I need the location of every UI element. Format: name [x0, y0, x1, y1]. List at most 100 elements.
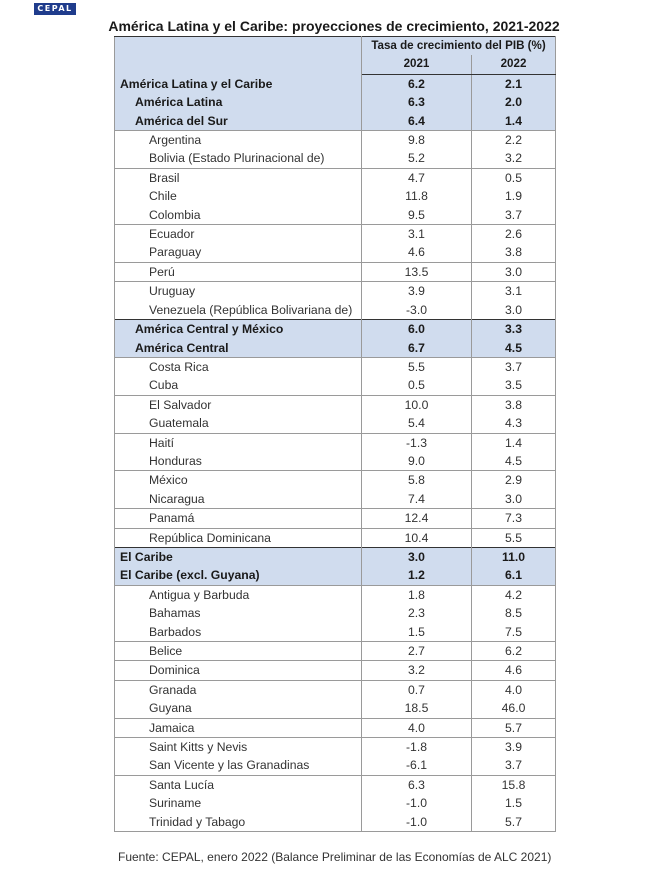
value-2021: 2.3 [361, 604, 472, 623]
row-name: América Central y México [114, 319, 362, 339]
value-2022: 3.1 [470, 281, 557, 301]
value-2022: 11.0 [470, 546, 557, 567]
value-2021: 3.2 [361, 660, 472, 681]
value-2021: 3.0 [361, 546, 472, 567]
value-2021: 9.5 [361, 205, 472, 225]
value-2022: 6.1 [470, 566, 557, 586]
value-2022: 3.7 [470, 205, 557, 225]
value-2021: 1.5 [361, 622, 472, 642]
country-row: Haití -1.3 1.4 [114, 432, 557, 452]
row-name: República Dominicana [114, 527, 362, 548]
value-2022: 3.3 [470, 319, 557, 339]
value-2022: 0.5 [470, 167, 557, 188]
row-name: Bahamas [114, 604, 362, 623]
region-row: El Caribe (excl. Guyana) 1.2 6.1 [114, 566, 557, 586]
row-name: Trinidad y Tabago [114, 812, 362, 833]
row-name: Nicaragua [114, 489, 362, 509]
country-row: Bolivia (Estado Plurinacional de) 5.2 3.2 [114, 149, 557, 169]
row-name: Guatemala [114, 414, 362, 434]
row-name: Jamaica [114, 717, 362, 738]
country-row: Guatemala 5.4 4.3 [114, 414, 557, 434]
value-2021: -3.0 [361, 300, 472, 320]
value-2022: 4.3 [470, 414, 557, 434]
row-name: América Latina y el Caribe [114, 74, 362, 94]
row-name: Cuba [114, 376, 362, 396]
country-row: Venezuela (República Bolivariana de) -3.0… [114, 300, 557, 320]
value-2022: 1.5 [470, 794, 557, 813]
row-name: Chile [114, 187, 362, 206]
value-2021: 6.2 [361, 74, 472, 94]
country-row: Dominica 3.2 4.6 [114, 660, 557, 681]
value-2022: 6.2 [470, 640, 557, 661]
country-row: Guyana 18.5 46.0 [114, 699, 557, 719]
country-row: Perú 13.5 3.0 [114, 261, 557, 282]
header-gdp-growth: Tasa de crecimiento del PIB (%) [360, 36, 557, 56]
value-2022: 1.4 [470, 432, 557, 452]
value-2022: 4.5 [470, 338, 557, 358]
value-2022: 4.2 [470, 584, 557, 605]
value-2021: -1.8 [361, 737, 472, 757]
country-row: Antigua y Barbuda 1.8 4.2 [114, 584, 557, 605]
value-2022: 3.7 [470, 356, 557, 377]
value-2021: 6.3 [361, 93, 472, 112]
value-2022: 3.0 [470, 489, 557, 509]
value-2022: 5.5 [470, 527, 557, 548]
value-2022: 2.0 [470, 93, 557, 112]
row-name: El Caribe (excl. Guyana) [114, 566, 362, 586]
row-name: América Latina [114, 93, 362, 112]
value-2022: 4.0 [470, 679, 557, 700]
growth-table: Tasa de crecimiento del PIB (%) 2021 202… [114, 36, 557, 833]
country-row: San Vicente y las Granadinas -6.1 3.7 [114, 756, 557, 776]
region-row: El Caribe 3.0 11.0 [114, 546, 557, 567]
row-name: América del Sur [114, 111, 362, 131]
country-row: Suriname -1.0 1.5 [114, 794, 557, 813]
value-2022: 1.4 [470, 111, 557, 131]
country-row: Honduras 9.0 4.5 [114, 451, 557, 471]
value-2021: 12.4 [361, 508, 472, 529]
value-2021: -1.0 [361, 812, 472, 833]
value-2022: 15.8 [470, 774, 557, 795]
row-name: Santa Lucía [114, 774, 362, 795]
value-2022: 5.7 [470, 717, 557, 738]
value-2022: 3.5 [470, 376, 557, 396]
value-2021: 6.7 [361, 338, 472, 358]
value-2022: 7.5 [470, 622, 557, 642]
cepal-logo: CEPAL [34, 3, 76, 15]
header-blank-cell [114, 36, 362, 75]
value-2021: 13.5 [361, 261, 472, 282]
value-2022: 3.2 [470, 149, 557, 169]
row-name: Venezuela (República Bolivariana de) [114, 300, 362, 320]
table-title: América Latina y el Caribe: proyecciones… [108, 18, 560, 34]
row-name: Bolivia (Estado Plurinacional de) [114, 149, 362, 169]
country-row: Bahamas 2.3 8.5 [114, 604, 557, 623]
country-row: Argentina 9.8 2.2 [114, 130, 557, 150]
value-2021: -6.1 [361, 756, 472, 776]
value-2021: 18.5 [361, 699, 472, 719]
country-row: Santa Lucía 6.3 15.8 [114, 774, 557, 795]
value-2021: 4.7 [361, 167, 472, 188]
value-2022: 3.8 [470, 394, 557, 415]
country-row: México 5.8 2.9 [114, 470, 557, 490]
row-name: Paraguay [114, 243, 362, 263]
row-name: Perú [114, 261, 362, 282]
value-2022: 2.1 [470, 74, 557, 94]
value-2022: 46.0 [470, 699, 557, 719]
row-name: Costa Rica [114, 356, 362, 377]
region-row: América Central y México 6.0 3.3 [114, 319, 557, 339]
value-2021: 1.2 [361, 566, 472, 586]
value-2022: 2.2 [470, 130, 557, 150]
header-year-2021: 2021 [361, 55, 472, 75]
value-2021: 5.8 [361, 470, 472, 490]
value-2021: 4.6 [361, 243, 472, 263]
value-2021: 0.5 [361, 376, 472, 396]
value-2021: 2.7 [361, 640, 472, 661]
header-year-2022: 2022 [470, 55, 557, 75]
value-2022: 3.8 [470, 243, 557, 263]
row-name: El Caribe [114, 546, 362, 567]
value-2022: 3.9 [470, 737, 557, 757]
country-row: Colombia 9.5 3.7 [114, 205, 557, 225]
value-2021: 5.5 [361, 356, 472, 377]
value-2021: 9.0 [361, 451, 472, 471]
country-row: Costa Rica 5.5 3.7 [114, 356, 557, 377]
value-2021: 5.2 [361, 149, 472, 169]
